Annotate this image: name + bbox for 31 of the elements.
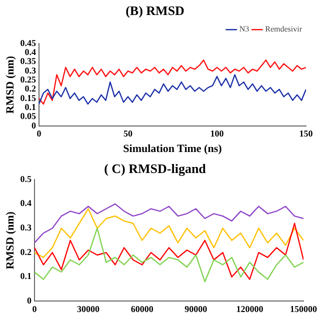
x-tick-label: 100 [210, 128, 224, 139]
legend-label: N3 [239, 24, 250, 34]
y-tick-label: 0 [26, 296, 32, 306]
y-tick-label: 0.1 [24, 102, 36, 112]
x-tick-label: 30000 [77, 304, 100, 314]
x-tick-label: 150 [299, 128, 314, 139]
y-tick-label: 0 [31, 120, 36, 130]
y-tick-label: 0.1 [20, 271, 32, 282]
legend-label: Remdesivir [265, 24, 302, 34]
x-tick-label: 120000 [236, 304, 264, 314]
y-tick-label: 0.4 [24, 47, 36, 58]
chart-title: (B) RMSD [126, 3, 184, 18]
y-tick-label: 0.05 [20, 111, 36, 122]
y-tick-label: 0.15 [20, 92, 36, 103]
chart-title: ( C) RMSD-ligand [104, 161, 207, 176]
x-axis-title: Simulation Time (ns) [123, 143, 222, 156]
y-tick-label: 0.45 [20, 38, 36, 48]
y-axis-title: RMSD (nm) [4, 56, 16, 114]
y-tick-label: 0.2 [24, 84, 36, 94]
y-tick-label: 0.25 [20, 74, 36, 85]
y-tick-label: 0.5 [20, 174, 32, 184]
y-tick-label: 0.3 [24, 65, 36, 76]
y-tick-label: 0.3 [20, 222, 32, 233]
x-tick-label: 90000 [184, 304, 208, 314]
x-tick-label: 60000 [130, 304, 154, 314]
y-tick-label: 0.35 [20, 56, 36, 66]
x-tick-label: 150000 [290, 304, 318, 314]
x-tick-label: 50 [123, 128, 133, 139]
y-tick-label: 0.4 [20, 198, 32, 208]
y-axis-title: RMSD (nm) [4, 211, 16, 270]
y-tick-label: 0.2 [20, 246, 32, 257]
